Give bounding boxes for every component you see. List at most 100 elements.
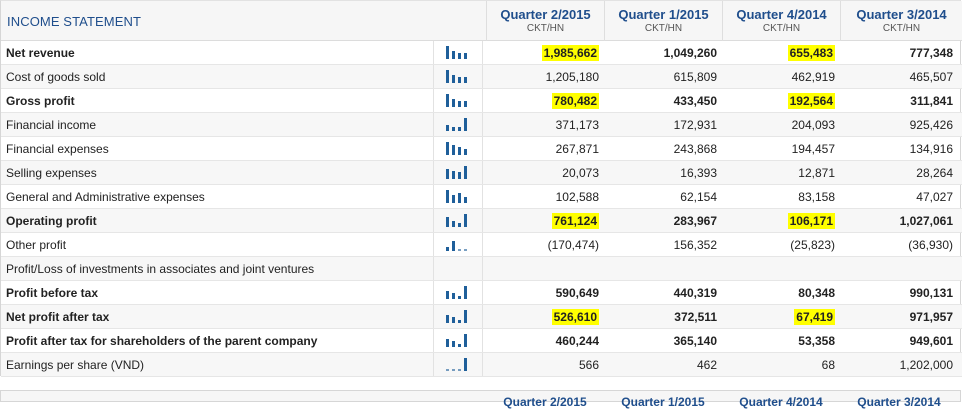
value-cell: 433,450 <box>627 94 717 108</box>
value-cell: 371,173 <box>509 118 599 132</box>
value-cell: 460,244 <box>509 334 599 348</box>
quarter-label[interactable]: Quarter 2/2015 <box>500 7 591 22</box>
value-cell: 12,871 <box>745 166 835 180</box>
bar-chart-icon[interactable] <box>446 334 476 347</box>
bar-chart-icon[interactable] <box>446 310 476 323</box>
sparkline-bar <box>464 358 467 371</box>
sparkline-bar <box>458 320 461 323</box>
value-cell: 949,601 <box>863 334 953 348</box>
table-row: Profit after tax for shareholders of the… <box>1 329 962 353</box>
value-cell: 526,610 <box>509 309 599 325</box>
sparkline-bar <box>452 317 455 323</box>
value-text: 194,457 <box>791 142 835 156</box>
bar-chart-icon[interactable] <box>446 118 476 131</box>
sparkline-bar <box>452 221 455 227</box>
value-cell: 156,352 <box>627 238 717 252</box>
value-cell: 462,919 <box>745 70 835 84</box>
bar-chart-icon[interactable] <box>446 238 476 251</box>
table-row: Financial expenses 267,871 243,868 194,457 1… <box>1 137 962 161</box>
quarter-label[interactable]: Quarter 1/2015 <box>618 7 709 22</box>
sparkline-cell <box>433 353 483 376</box>
value-text: 1,985,662 <box>541 45 599 61</box>
value-cell: 1,049,260 <box>627 46 717 60</box>
unit-label: CKT/HN <box>762 23 801 34</box>
quarter-column-header[interactable]: Quarter 4/2014 CKT/HN <box>722 1 840 41</box>
table-row: Profit before tax 590,649 440,319 80,348 990… <box>1 281 962 305</box>
value-text: 102,588 <box>555 190 599 204</box>
row-label: Profit before tax <box>6 286 99 300</box>
value-text: 566 <box>578 358 599 372</box>
quarter-column-header[interactable]: Quarter 3/2014 CKT/HN <box>840 1 962 41</box>
sparkline-cell <box>433 113 483 136</box>
bar-chart-icon[interactable] <box>446 142 476 155</box>
value-text: 80,348 <box>798 286 835 300</box>
value-text: 83,158 <box>798 190 835 204</box>
table-row: Operating profit 761,124 283,967 106,171 1,0… <box>1 209 962 233</box>
value-cell: 761,124 <box>509 213 599 229</box>
sparkline-cell <box>433 161 483 184</box>
sparkline-bar <box>452 241 455 251</box>
value-text: 433,450 <box>673 94 717 108</box>
value-text: 777,348 <box>909 46 953 60</box>
value-text: 372,511 <box>674 310 717 324</box>
value-text: 655,483 <box>787 45 835 61</box>
value-text: 47,027 <box>916 190 953 204</box>
table-row: Financial income 371,173 172,931 204,093 925… <box>1 113 962 137</box>
quarter-label[interactable]: Quarter 3/2014 <box>857 395 941 409</box>
sparkline-bar <box>458 101 461 107</box>
sparkline-bar <box>452 293 455 299</box>
quarter-label[interactable]: Quarter 3/2014 <box>856 7 947 22</box>
sparkline-bar <box>464 118 467 131</box>
bar-chart-icon[interactable] <box>446 94 476 107</box>
table-row: Cost of goods sold 1,205,180 615,809 462,91… <box>1 65 962 89</box>
value-cell: (170,474) <box>509 238 599 252</box>
sparkline-bar <box>458 344 461 347</box>
quarter-label[interactable]: Quarter 4/2014 <box>736 7 827 22</box>
value-text: 971,957 <box>909 310 953 324</box>
value-text: 1,049,260 <box>663 46 717 60</box>
sparkline-cell <box>433 89 483 112</box>
bar-chart-icon[interactable] <box>446 166 476 179</box>
quarter-column-header[interactable]: Quarter 1/2015 CKT/HN <box>604 1 722 41</box>
sparkline-bar <box>458 172 461 179</box>
sparkline-bar <box>446 339 449 347</box>
value-cell: (25,823) <box>745 238 835 252</box>
sparkline-bar <box>464 77 467 83</box>
sparkline-bar <box>446 291 449 299</box>
value-text: 440,319 <box>673 286 717 300</box>
row-label: Earnings per share (VND) <box>6 358 145 372</box>
value-text: 28,264 <box>916 166 953 180</box>
bar-chart-icon[interactable] <box>446 46 476 59</box>
sparkline-bar <box>458 77 461 83</box>
bar-chart-icon[interactable] <box>446 214 476 227</box>
bar-chart-icon[interactable] <box>446 70 476 83</box>
sparkline-bar <box>452 171 455 179</box>
sparkline-cell <box>433 185 483 208</box>
value-text: (36,930) <box>908 238 953 252</box>
bar-chart-icon[interactable] <box>446 286 476 299</box>
unit-label: CKT/HN <box>526 23 565 34</box>
sparkline-bar <box>446 70 449 83</box>
table-row: General and Administrative expenses 102,5… <box>1 185 962 209</box>
bar-chart-icon[interactable] <box>446 358 476 371</box>
sparkline-bar <box>446 46 449 59</box>
value-text: 1,027,061 <box>899 214 953 228</box>
value-text: 67,419 <box>794 309 835 325</box>
row-label: Net profit after tax <box>6 310 110 324</box>
value-cell: 83,158 <box>745 190 835 204</box>
value-cell: 1,202,000 <box>863 358 953 372</box>
sparkline-bar <box>458 127 461 131</box>
quarter-label[interactable]: Quarter 1/2015 <box>621 395 705 409</box>
quarter-label[interactable]: Quarter 4/2014 <box>739 395 823 409</box>
sparkline-bar <box>458 193 461 203</box>
value-text: 267,871 <box>555 142 599 156</box>
sparkline-bar <box>464 334 467 347</box>
bar-chart-icon[interactable] <box>446 190 476 203</box>
quarter-column-header[interactable]: Quarter 2/2015 CKT/HN <box>486 1 604 41</box>
value-cell: 990,131 <box>863 286 953 300</box>
sparkline-bar <box>458 147 461 155</box>
quarter-label[interactable]: Quarter 2/2015 <box>503 395 587 409</box>
table-row: Net profit after tax 526,610 372,511 67,419… <box>1 305 962 329</box>
value-text: 462,919 <box>791 70 835 84</box>
sparkline-bar <box>452 145 455 155</box>
